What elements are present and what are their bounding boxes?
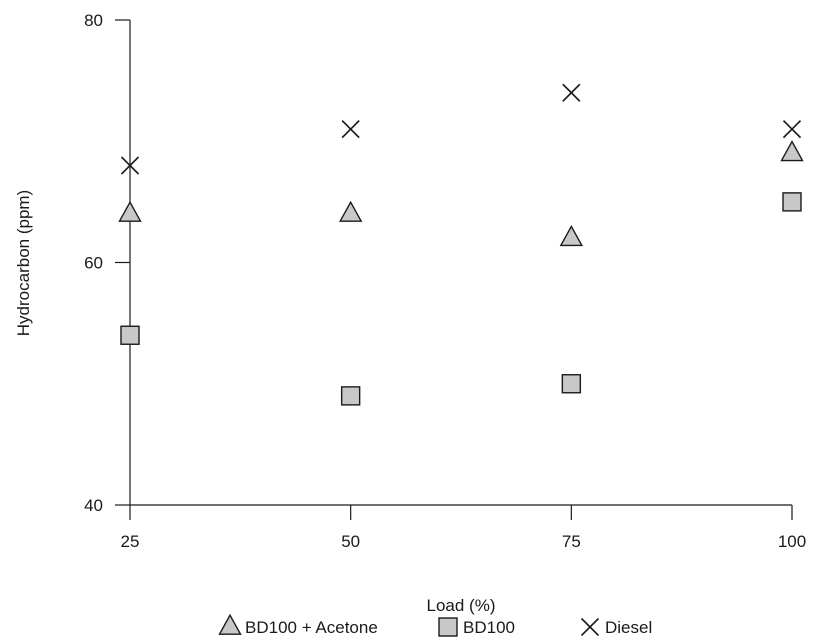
x-tick-label: 100: [778, 532, 806, 551]
legend-marker-square: [438, 617, 458, 637]
data-point-triangle: [338, 200, 363, 222]
data-point-cross: [562, 83, 581, 102]
y-axis-title: Hydrocarbon (ppm): [14, 190, 33, 336]
data-point-square: [782, 192, 802, 212]
data-point-triangle: [559, 225, 584, 247]
y-tick-label: 60: [84, 254, 103, 273]
legend-marker-cross: [580, 617, 600, 637]
data-point-cross: [782, 120, 802, 139]
x-tick-label: 50: [341, 532, 360, 551]
data-point-square: [561, 374, 582, 394]
axes: 40 60 80 25 50 75 100: [84, 11, 806, 551]
data-point-triangle: [118, 200, 142, 222]
y-tick-label: 40: [84, 496, 103, 515]
data-point-triangle: [780, 140, 804, 162]
data-points: [118, 83, 804, 406]
legend: BD100 + Acetone BD100 Diesel: [218, 613, 652, 637]
y-tick-label: 80: [84, 11, 103, 30]
legend-label: BD100 + Acetone: [245, 618, 378, 637]
x-tick-label: 25: [121, 532, 140, 551]
legend-marker-triangle: [218, 613, 242, 635]
data-point-cross: [120, 156, 140, 175]
data-point-square: [120, 325, 140, 345]
x-tick-label: 75: [562, 532, 581, 551]
legend-label: Diesel: [605, 618, 652, 637]
x-axis-title: Load (%): [427, 596, 496, 615]
data-point-square: [340, 386, 361, 406]
legend-label: BD100: [463, 618, 515, 637]
data-point-cross: [341, 120, 360, 139]
